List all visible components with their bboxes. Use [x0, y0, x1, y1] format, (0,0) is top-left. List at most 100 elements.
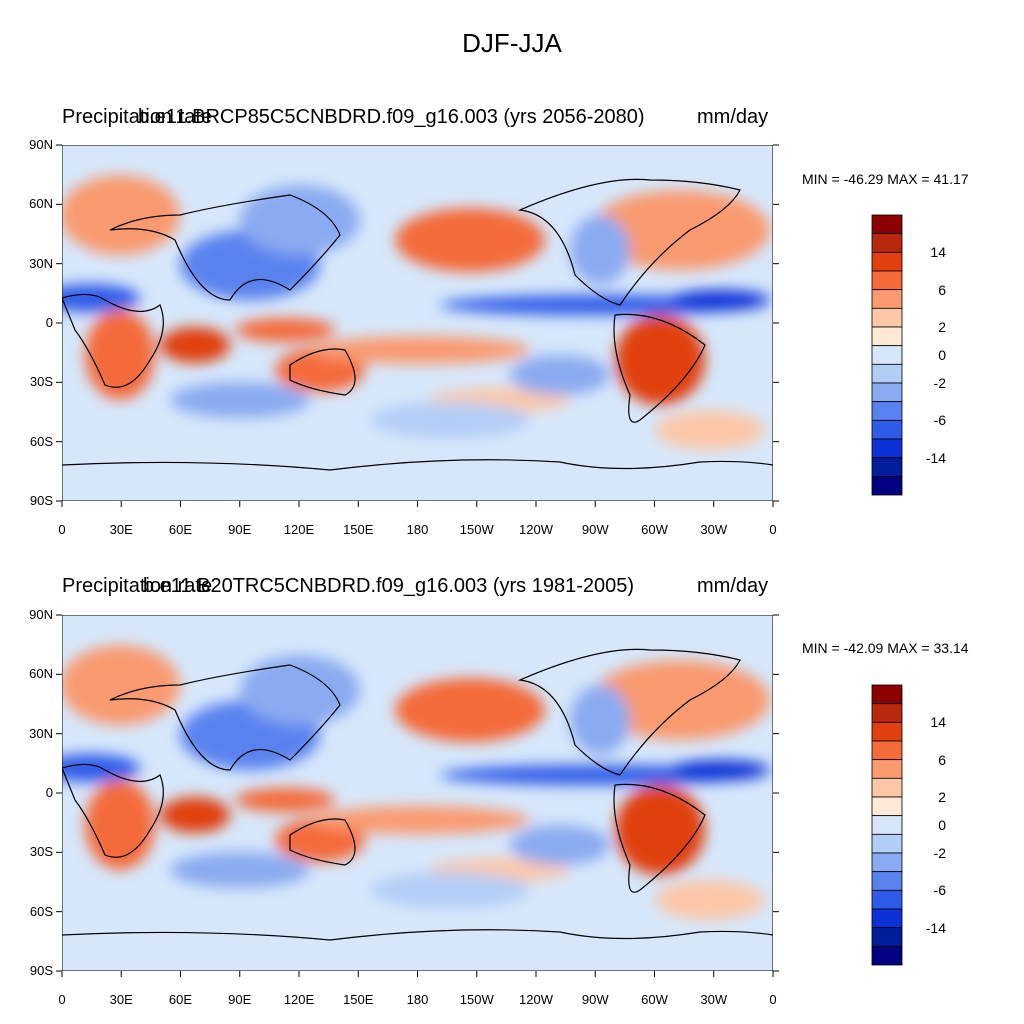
panel2-units-label: mm/day: [697, 575, 769, 597]
lon-tick-label: 180: [406, 522, 429, 537]
colorbar-swatch: [871, 908, 903, 929]
colorbar-swatch: [871, 684, 903, 705]
lat-tick-label: 30S: [29, 844, 53, 860]
colorbar-swatch: [871, 889, 903, 910]
lat-tick-label: 90N: [29, 137, 53, 152]
lon-tick-label: 120E: [283, 522, 315, 537]
panel2-variable-label: Precipitation rate: [62, 575, 213, 597]
lon-tick-label: 150W: [459, 992, 494, 1007]
colorbar-swatch: [871, 233, 903, 253]
lon-tick-label: 90W: [581, 992, 609, 1007]
colorbar-label: -2: [933, 375, 946, 391]
lon-tick-label: 0: [58, 992, 66, 1007]
lon-tick-label: 150E: [343, 992, 374, 1007]
lon-tick-label: 0: [769, 522, 777, 537]
colorbar-swatch: [871, 251, 903, 272]
colorbar-label: 14: [930, 244, 946, 261]
lon-tick-label: 30W: [700, 522, 728, 537]
lon-tick-label: 0: [58, 522, 66, 537]
lat-tick-label: 90N: [29, 607, 53, 622]
lat-tick-label: 0: [45, 785, 53, 800]
colorbar-label: -2: [933, 845, 946, 861]
lon-tick-label: 60E: [168, 522, 193, 537]
lat-tick-label: 90S: [29, 493, 53, 508]
lon-tick-label: 120W: [519, 992, 553, 1007]
figure-title: DJF-JJA: [462, 28, 562, 58]
lon-tick-label: 60W: [641, 522, 668, 537]
lon-tick-label: 120W: [519, 522, 553, 537]
lon-tick-label: 180: [406, 992, 429, 1007]
colorbar-swatch: [871, 852, 903, 873]
colorbar-label: 6: [938, 751, 946, 768]
lon-tick-label: 60W: [641, 992, 668, 1007]
colorbar-swatch: [871, 326, 903, 347]
lon-tick-label: 60E: [168, 992, 193, 1007]
lon-tick-label: 30E: [109, 522, 133, 537]
colorbar-swatch: [871, 777, 903, 798]
colorbar-swatch: [871, 457, 903, 477]
panel1-units-label: mm/day: [697, 106, 769, 128]
axis-ticks: [56, 144, 779, 977]
lon-tick-label: 150E: [343, 522, 374, 537]
panel2-min-max: MIN = -42.09 MAX = 33.14: [802, 640, 969, 656]
colorbar-swatch: [871, 419, 903, 440]
colorbar-swatch: [871, 438, 903, 459]
colorbar-swatch: [871, 927, 903, 947]
colorbar-label: 2: [938, 319, 946, 335]
panel1-min-max: MIN = -46.29 MAX = 41.17: [802, 171, 969, 187]
colorbar-swatch: [871, 363, 903, 384]
colorbar-label: -6: [933, 412, 946, 429]
lat-tick-label: 30N: [29, 255, 53, 271]
panel1-variable-label: Precipitation rate: [62, 106, 213, 128]
colorbar-swatch: [871, 815, 903, 835]
colorbar-swatch: [871, 796, 903, 817]
colorbar-label: 6: [938, 281, 946, 298]
lon-tick-label: 150W: [459, 522, 494, 537]
colorbar-swatch: [871, 345, 903, 365]
colorbars: [871, 214, 903, 966]
lon-tick-label: 90E: [228, 992, 252, 1007]
lat-tick-label: 60N: [29, 196, 53, 212]
colorbar-swatch: [871, 759, 903, 779]
colorbar-swatch: [871, 475, 903, 496]
panel2-case-label: b.e11.B20TRC5CNBDRD.f09_g16.003 (yrs 198…: [143, 575, 635, 597]
colorbar-swatch: [871, 871, 903, 891]
lon-tick-label: 90W: [581, 522, 609, 537]
panel1-case-label: b.e11.BRCP85C5CNBDRD.f09_g16.003 (yrs 20…: [138, 106, 645, 128]
colorbar-swatch: [871, 214, 903, 235]
lon-tick-label: 90E: [228, 522, 252, 537]
colorbar-label: -14: [925, 919, 946, 936]
lon-tick-label: 0: [769, 992, 777, 1007]
colorbar-swatch: [871, 703, 903, 723]
colorbar-swatch: [871, 721, 903, 742]
lat-tick-label: 30N: [29, 725, 53, 741]
lon-tick-label: 30E: [109, 992, 133, 1007]
colorbar-label: 0: [938, 347, 946, 363]
colorbar-label: -6: [933, 882, 946, 899]
panel2-coastlines: [62, 648, 773, 941]
colorbar-label: 2: [938, 789, 946, 805]
colorbar-swatch: [871, 307, 903, 328]
panel1-map: [62, 145, 773, 501]
lat-tick-label: 30S: [29, 374, 53, 390]
colorbar-swatch: [871, 401, 903, 421]
colorbar-label: -14: [925, 449, 946, 466]
colorbar-swatch: [871, 382, 903, 403]
colorbar-swatch: [871, 740, 903, 761]
colorbar-label: 0: [938, 817, 946, 833]
colorbar-swatch: [871, 833, 903, 854]
colorbar-swatch: [871, 945, 903, 966]
colorbar-swatch: [871, 289, 903, 309]
lon-tick-label: 120E: [283, 992, 315, 1007]
lat-tick-label: 90S: [29, 963, 53, 978]
colorbar-swatch: [871, 270, 903, 291]
colorbar-label: 14: [930, 714, 946, 731]
lon-tick-label: 30W: [700, 992, 728, 1007]
lat-tick-label: 60S: [29, 433, 53, 449]
panel1-coastlines: [62, 178, 773, 471]
lat-tick-label: 60S: [29, 903, 53, 919]
panel2-map: [62, 615, 773, 971]
lat-tick-label: 60N: [29, 666, 53, 682]
lat-tick-label: 0: [45, 315, 53, 330]
